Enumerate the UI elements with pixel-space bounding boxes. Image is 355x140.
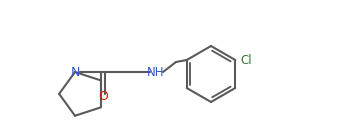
Text: O: O xyxy=(98,89,108,102)
Text: Cl: Cl xyxy=(240,53,252,66)
Text: NH: NH xyxy=(147,66,165,79)
Text: N: N xyxy=(70,66,80,79)
